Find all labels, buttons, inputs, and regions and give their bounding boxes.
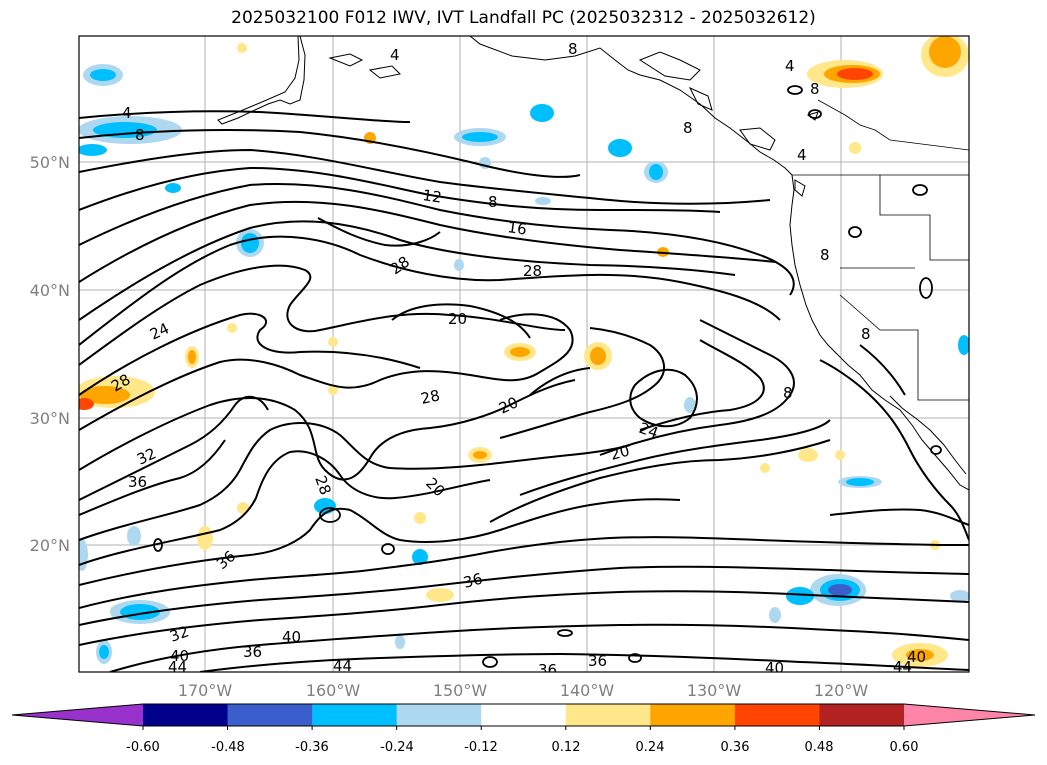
contour-label: 8 — [783, 384, 793, 402]
contour-label: 8 — [861, 325, 871, 343]
colorbar-segment — [312, 704, 398, 726]
contour-label: 4 — [122, 104, 132, 122]
contour-label: 36 — [461, 570, 484, 592]
colorbar-segment — [565, 704, 651, 726]
colorbar-segment — [650, 704, 736, 726]
contour-label: 8 — [683, 119, 693, 137]
contour-label: 36 — [128, 473, 147, 491]
colorbar-tick: 0.48 — [805, 740, 834, 755]
lat-label: 20°N — [30, 536, 70, 555]
colorbar-extend-max — [904, 704, 1035, 726]
colorbar-tick: -0.12 — [464, 740, 498, 755]
colorbar-tick: -0.36 — [295, 740, 329, 755]
contour-label: 8 — [488, 193, 498, 211]
contour-label: 28 — [311, 473, 334, 497]
colorbar-tick: -0.24 — [380, 740, 414, 755]
iwv-contours — [79, 110, 969, 672]
contour-label: 28 — [523, 262, 542, 280]
lon-label: 130°W — [687, 681, 742, 700]
colorbar-segment — [734, 704, 820, 726]
contour-label: 8 — [810, 80, 820, 98]
latitude-labels: 50°N 40°N 30°N 20°N — [30, 153, 70, 555]
filled-contours — [79, 36, 969, 667]
contour-label: 36 — [243, 643, 262, 661]
colorbar-segment — [481, 704, 567, 726]
contour-label: 8 — [568, 40, 578, 58]
colorbar-tick: -0.60 — [126, 740, 160, 755]
colorbar-segment — [819, 704, 905, 726]
longitude-labels: 170°W 160°W 150°W 140°W 130°W 120°W — [178, 681, 869, 700]
colorbar-tick: -0.48 — [211, 740, 245, 755]
lon-label: 170°W — [178, 681, 233, 700]
contour-label: 44 — [333, 657, 352, 675]
map-title: 2025032100 F012 IWV, IVT Landfall PC (20… — [231, 8, 816, 28]
contour-label: 24 — [637, 419, 661, 442]
contour-label: 36 — [538, 661, 557, 679]
contour-label: 40 — [765, 659, 784, 677]
contour-label: 4 — [390, 46, 400, 64]
coastlines — [217, 36, 969, 491]
lon-label: 140°W — [560, 681, 615, 700]
contour-label: 20 — [608, 442, 631, 464]
contour-label: 44 — [168, 658, 187, 676]
colorbar — [11, 703, 1036, 730]
colorbar-segment — [143, 704, 229, 726]
lon-label: 120°W — [814, 681, 869, 700]
colorbar-tick: 0.36 — [721, 740, 750, 755]
lat-label: 50°N — [30, 153, 70, 172]
contour-label: 16 — [506, 218, 527, 238]
contour-label: 12 — [421, 186, 442, 206]
colorbar-tick: 0.60 — [890, 740, 919, 755]
colorbar-segment — [396, 704, 482, 726]
negative-anomaly-patches — [79, 64, 969, 664]
contour-label: 40 — [170, 647, 189, 665]
colorbar-extend-min — [12, 704, 143, 726]
contour-label: 4 — [785, 57, 795, 75]
contour-label: 32 — [167, 622, 191, 645]
colorbar-segment — [227, 704, 313, 726]
contour-label: 8 — [135, 126, 145, 144]
contour-label: 44 — [893, 658, 912, 676]
contour-label: 20 — [448, 310, 467, 328]
positive-anomaly-patches — [79, 36, 969, 667]
contour-label: 4 — [797, 146, 807, 164]
lon-label: 160°W — [306, 681, 361, 700]
map-frame — [78, 35, 970, 673]
contour-label: 40 — [907, 648, 926, 666]
contour-label: 40 — [282, 628, 301, 646]
contour-label: 8 — [820, 246, 830, 264]
lat-label: 30°N — [30, 409, 70, 428]
borders — [792, 99, 969, 401]
contour-label: 36 — [588, 652, 607, 670]
lat-label: 40°N — [30, 281, 70, 300]
contour-cells — [153, 85, 942, 668]
colorbar-tick-labels: -0.60 -0.48 -0.36 -0.24 -0.12 0.12 0.24 … — [126, 740, 918, 755]
colorbar-tick: 0.12 — [552, 740, 581, 755]
colorbar-tick: 0.24 — [636, 740, 665, 755]
lon-label: 150°W — [433, 681, 488, 700]
contour-label: 28 — [419, 386, 441, 408]
